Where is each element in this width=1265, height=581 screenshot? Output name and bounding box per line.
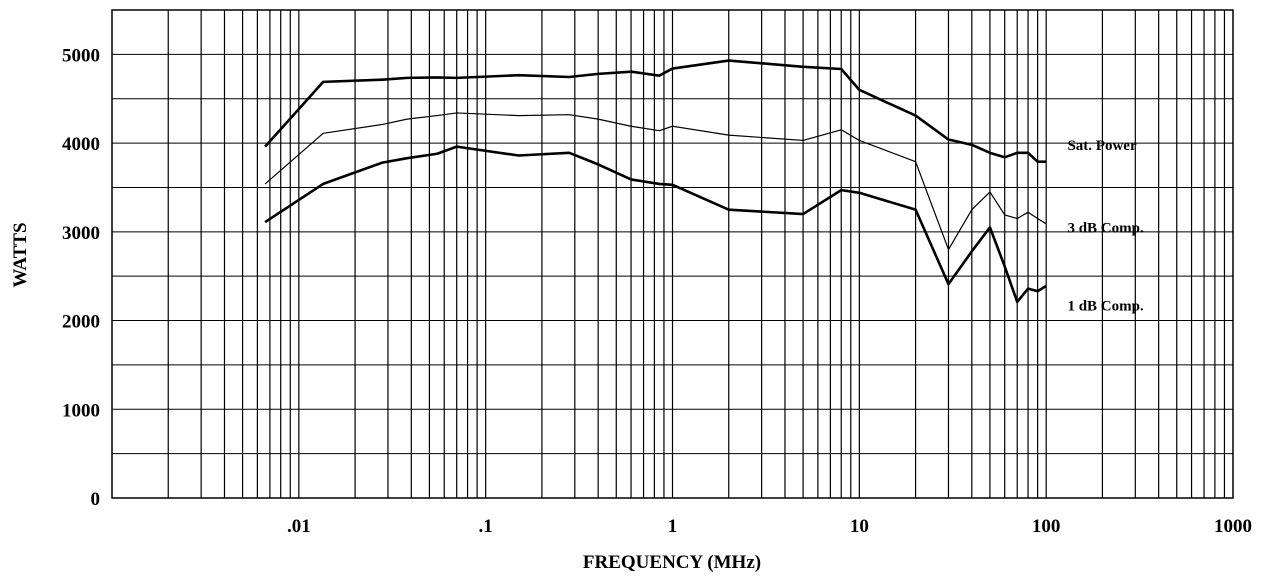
x-axis-title: FREQUENCY (MHz): [583, 552, 761, 573]
x-tick-label: 100: [1032, 516, 1061, 537]
series-line-sat-power: [264, 59, 1047, 164]
plot-frame: [111, 9, 1234, 499]
x-tick-label: .01: [287, 516, 311, 537]
tick-labels: .01 .1 1 10 100 1000 0 1000 2000 3000 4000 5000: [62, 45, 1252, 537]
series-label-1-db-comp: 1 dB Comp.: [1067, 298, 1144, 314]
x-tick-label: 10: [850, 516, 869, 537]
series-label-sat-power: Sat. Power: [1067, 138, 1136, 154]
series-label-3-db-comp: 3 dB Comp.: [1067, 220, 1144, 236]
x-tick-label: 1000: [1214, 516, 1252, 537]
y-tick-label: 2000: [62, 312, 100, 333]
y-tick-label: 5000: [62, 45, 100, 66]
series-line-1-db-comp: [264, 145, 1047, 304]
series-labels: Sat. Power 3 dB Comp. 1 dB Comp.: [1067, 138, 1144, 315]
y-axis-title: WATTS: [10, 222, 31, 287]
y-tick-label: 1000: [62, 400, 100, 421]
series-lines: [264, 59, 1047, 304]
grid-lines: [112, 10, 1233, 498]
x-tick-label: .1: [479, 516, 493, 537]
y-tick-label: 3000: [62, 223, 100, 244]
y-tick-label: 4000: [62, 134, 100, 155]
y-tick-label: 0: [91, 489, 101, 510]
x-tick-label: 1: [668, 516, 678, 537]
series-line-3-db-comp: [264, 112, 1047, 251]
